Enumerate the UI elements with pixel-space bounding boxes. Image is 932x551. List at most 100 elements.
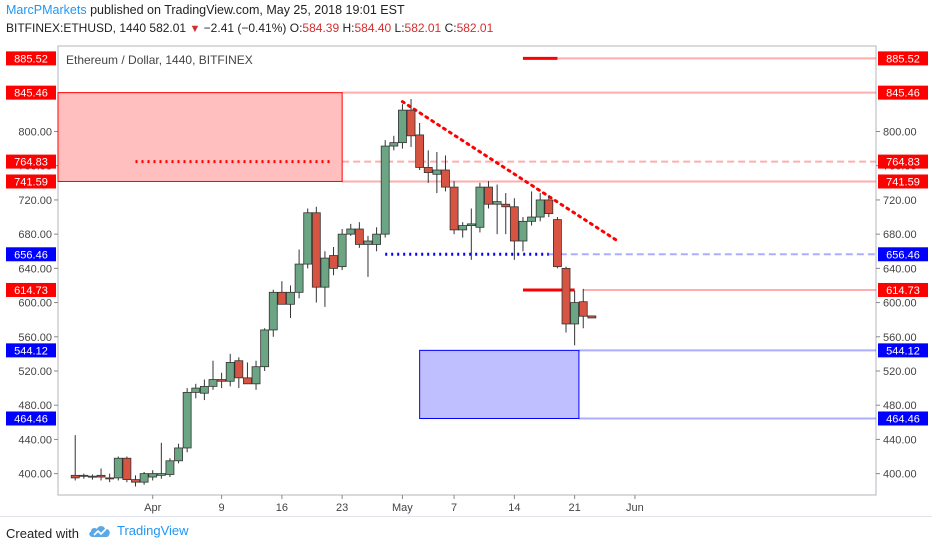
- x-tick-label: Apr: [144, 502, 161, 514]
- publish-info: MarcPMarkets published on TradingView.co…: [6, 3, 405, 17]
- y-tick-label-left: 600.00: [18, 298, 52, 310]
- candle-body: [311, 212, 321, 288]
- candle-body: [156, 473, 166, 476]
- candle-body: [268, 291, 278, 331]
- candle-body: [544, 199, 554, 215]
- candle-down: [131, 475, 140, 487]
- candle-body: [484, 186, 493, 205]
- price-label-box-right: [878, 154, 928, 169]
- candle-up: [570, 290, 580, 346]
- candle-body: [346, 228, 356, 235]
- candle-body: [96, 474, 106, 478]
- chart-title: Ethereum / Dollar, 1440, BITFINEX: [66, 53, 253, 67]
- candle-body: [243, 377, 252, 385]
- candle-down: [561, 266, 571, 333]
- candle-down: [329, 246, 338, 276]
- candle-body: [191, 387, 201, 393]
- candle-body: [535, 199, 545, 218]
- x-tick-label: 21: [569, 502, 581, 514]
- candle-body: [509, 206, 519, 242]
- candle-body: [432, 169, 442, 175]
- price-label-right: 614.73: [886, 285, 920, 297]
- candle-up: [286, 285, 295, 318]
- price-change: −2.41 (−0.41%): [203, 21, 287, 35]
- y-tick-label-left: 560.00: [18, 332, 52, 344]
- x-tick-label: 23: [336, 502, 348, 514]
- candle-up: [337, 229, 347, 271]
- y-tick-label-right: 680.00: [883, 229, 917, 241]
- candle-up: [346, 223, 356, 236]
- y-tick-label-right: 560.00: [883, 332, 917, 344]
- candle-up: [432, 152, 442, 194]
- candle-body: [277, 291, 287, 305]
- candle-body: [398, 109, 407, 144]
- y-tick-label-left: 480.00: [18, 400, 52, 412]
- published-text: published on TradingView.com, May 25, 20…: [90, 3, 405, 17]
- low-value: 582.01: [404, 21, 442, 35]
- candle-up: [475, 182, 485, 233]
- candle-up: [320, 251, 330, 307]
- y-tick-label-left: 640.00: [18, 263, 52, 275]
- candle-body: [363, 240, 373, 245]
- candle-body: [553, 219, 562, 268]
- candle-down: [415, 122, 425, 171]
- candle-down: [105, 473, 115, 483]
- candle-body: [492, 201, 502, 205]
- x-tick-label: 14: [508, 502, 520, 514]
- symbol-name: BITFINEX:ETHUSD, 1440: [6, 21, 147, 35]
- candle-body: [458, 225, 468, 231]
- candle-body: [113, 457, 123, 479]
- candle-down: [509, 198, 519, 260]
- high-value: 584.40: [354, 21, 392, 35]
- candle-up: [380, 140, 390, 238]
- price-label-left: 764.83: [14, 157, 48, 169]
- price-label-box-right: [878, 85, 928, 100]
- candle-up: [268, 289, 278, 337]
- y-tick-label-right: 600.00: [883, 298, 917, 310]
- candle-body: [199, 385, 209, 394]
- candle-body: [105, 477, 115, 480]
- candle-down: [441, 155, 450, 192]
- candle-up: [458, 222, 468, 238]
- candle-down: [578, 288, 588, 329]
- candle-down: [406, 99, 416, 147]
- candle-body: [578, 301, 588, 317]
- candle-up: [139, 471, 149, 485]
- price-label-left: 544.12: [14, 345, 48, 357]
- price-label-box-right: [878, 343, 928, 358]
- price-chart[interactable]: 400.00 400.00 440.00 440.00 480.00 480.00 520.…: [0, 0, 932, 516]
- brand-name: TradingView: [117, 523, 189, 538]
- candle-body: [225, 362, 235, 382]
- tradingview-logo[interactable]: TradingView: [88, 523, 189, 538]
- y-tick-label-right: 520.00: [883, 366, 917, 378]
- support-zone: [419, 349, 580, 419]
- candle-down: [122, 456, 132, 483]
- created-with-text: Created with: [6, 526, 79, 541]
- candle-down: [423, 150, 433, 183]
- candle-body: [475, 186, 485, 228]
- candle-down: [553, 217, 562, 269]
- y-tick-label-left: 720.00: [18, 195, 52, 207]
- candle-body: [415, 134, 425, 168]
- candle-up: [363, 235, 373, 277]
- candle-up: [398, 104, 407, 149]
- price-label-box-left: [6, 247, 56, 262]
- candle-body: [527, 216, 536, 222]
- author-link[interactable]: MarcPMarkets: [6, 3, 87, 17]
- candle-body: [139, 473, 149, 483]
- y-tick-label-right: 640.00: [883, 263, 917, 275]
- price-label-left: 464.46: [14, 413, 48, 425]
- price-label-right: 656.46: [886, 249, 920, 261]
- candle-body: [88, 475, 97, 478]
- candle-body: [354, 228, 364, 245]
- price-label-box-left: [6, 411, 56, 426]
- candle-up: [518, 217, 528, 252]
- candle-up: [251, 360, 261, 390]
- candle-up: [294, 249, 304, 299]
- y-tick-label-left: 800.00: [18, 127, 52, 139]
- candle-down: [501, 193, 511, 235]
- candle-up: [191, 383, 201, 399]
- candle-up: [208, 360, 218, 390]
- price-label-right: 741.59: [886, 176, 920, 188]
- candle-body: [329, 255, 338, 269]
